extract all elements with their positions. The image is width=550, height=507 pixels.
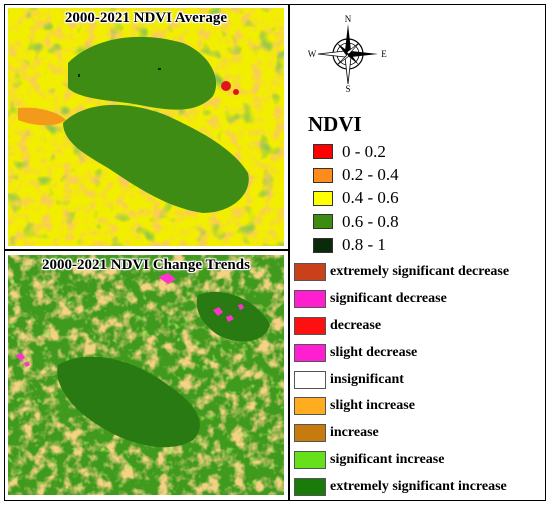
trend-legend-item: slight increase	[294, 393, 509, 420]
trend-legend-label: extremely significant increase	[330, 478, 507, 494]
trend-legend-item: increase	[294, 420, 509, 447]
ndvi-legend-label: 0.4 - 0.6	[342, 188, 399, 208]
trend-legend-swatch	[294, 316, 326, 335]
trend-legend-swatch	[294, 397, 326, 416]
ndvi-legend-item: 0.4 - 0.6	[313, 187, 399, 210]
ndvi-trend-title: 2000-2021 NDVI Change Trends	[42, 257, 250, 273]
trend-legend-item: extremely significant decrease	[294, 259, 509, 286]
trend-legend-swatch	[294, 343, 326, 362]
trend-legend-swatch	[294, 263, 326, 282]
trend-legend-swatch	[294, 290, 326, 309]
trend-legend-label: significant increase	[330, 451, 445, 467]
ndvi-legend-label: 0.2 - 0.4	[342, 165, 399, 185]
horizontal-divider	[4, 249, 289, 251]
ndvi-legend-swatch	[313, 167, 333, 183]
trend-legend-label: slight increase	[330, 398, 415, 414]
ndvi-legend-swatch	[313, 190, 333, 206]
compass-rose-icon: N S W E	[308, 14, 388, 94]
ndvi-legend-item: 0.8 - 1	[313, 234, 399, 257]
trend-legend-swatch	[294, 477, 326, 496]
ndvi-trend-raster	[8, 255, 284, 495]
ndvi-legend-item: 0.6 - 0.8	[313, 210, 399, 233]
ndvi-legend-swatch	[313, 144, 333, 160]
vertical-divider	[288, 4, 290, 501]
ndvi-legend-item: 0 - 0.2	[313, 140, 399, 163]
trend-legend-label: significant decrease	[330, 291, 447, 307]
ndvi-legend-swatch	[313, 237, 333, 253]
trend-legend-item: significant decrease	[294, 286, 509, 313]
compass-south: S	[345, 84, 350, 92]
trend-legend: extremely significant decrease significan…	[294, 259, 509, 500]
ndvi-legend-title: NDVI	[308, 112, 362, 136]
compass-west: W	[308, 49, 317, 59]
ndvi-legend-label: 0.8 - 1	[342, 235, 386, 255]
ndvi-legend: 0 - 0.2 0.2 - 0.4 0.4 - 0.6 0.6 - 0.8 0.8 - …	[313, 140, 399, 257]
trend-legend-label: slight decrease	[330, 344, 418, 360]
trend-legend-swatch	[294, 450, 326, 469]
north-arrow-compass: N S W E	[308, 12, 388, 94]
ndvi-average-raster	[8, 8, 284, 246]
compass-east: E	[381, 49, 387, 59]
trend-legend-item: extremely significant increase	[294, 473, 509, 500]
trend-legend-item: insignificant	[294, 366, 509, 393]
ndvi-legend-label: 0 - 0.2	[342, 141, 386, 161]
trend-legend-label: insignificant	[330, 371, 404, 387]
trend-legend-item: slight decrease	[294, 339, 509, 366]
trend-legend-label: decrease	[330, 317, 382, 333]
trend-legend-label: increase	[330, 425, 379, 441]
figure-frame	[4, 4, 546, 501]
ndvi-trend-map: 2000-2021 NDVI Change Trends	[8, 255, 284, 495]
trend-legend-item: decrease	[294, 313, 509, 340]
compass-north: N	[345, 14, 352, 24]
trend-legend-label: extremely significant decrease	[330, 264, 510, 280]
trend-legend-swatch	[294, 424, 326, 443]
ndvi-average-map: 2000-2021 NDVI Average	[8, 8, 284, 246]
ndvi-legend-label: 0.6 - 0.8	[342, 211, 399, 231]
ndvi-average-title: 2000-2021 NDVI Average	[64, 10, 228, 26]
trend-legend-item: significant increase	[294, 447, 509, 474]
ndvi-legend-item: 0.2 - 0.4	[313, 163, 399, 186]
trend-legend-swatch	[294, 370, 326, 389]
ndvi-legend-swatch	[313, 214, 333, 230]
